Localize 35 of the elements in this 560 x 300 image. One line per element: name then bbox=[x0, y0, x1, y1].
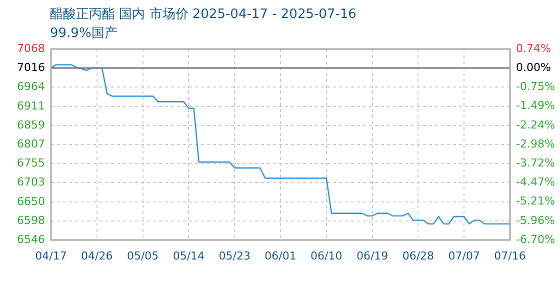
x-tick-label: 06/28 bbox=[402, 249, 434, 262]
x-tick-label: 06/19 bbox=[356, 249, 388, 262]
y-tick-label: 6859 bbox=[17, 118, 45, 132]
y-tick-label: 6703 bbox=[17, 175, 45, 188]
x-tick-label: 05/05 bbox=[126, 249, 159, 262]
y-tick-label: 7068 bbox=[17, 42, 45, 55]
y2-tick-label: -1.49% bbox=[516, 99, 555, 112]
y-tick-label: 6755 bbox=[17, 156, 45, 170]
y2-tick-label: -5.96% bbox=[516, 214, 555, 227]
y-tick-label: 7016 bbox=[17, 60, 45, 74]
x-tick-label: 07/07 bbox=[448, 249, 480, 262]
x-tick-label: 06/01 bbox=[264, 249, 296, 262]
y-tick-label: 6650 bbox=[17, 194, 45, 208]
y-tick-label: 6807 bbox=[17, 137, 45, 150]
y-tick-label: 6964 bbox=[17, 80, 45, 93]
y2-tick-label: -4.47% bbox=[516, 176, 555, 189]
y2-tick-label: -6.70% bbox=[516, 232, 555, 246]
y2-tick-label: -3.72% bbox=[516, 156, 555, 170]
y-tick-label: 6911 bbox=[17, 99, 45, 112]
x-tick-label: 04/26 bbox=[81, 249, 113, 262]
x-tick-label: 05/23 bbox=[218, 249, 250, 262]
y2-tick-label: 0.00% bbox=[516, 60, 551, 74]
y2-tick-label: -0.75% bbox=[516, 80, 555, 94]
x-tick-label: 07/16 bbox=[494, 249, 526, 262]
y2-tick-label: -5.21% bbox=[516, 194, 555, 208]
y-tick-label: 6598 bbox=[17, 214, 45, 227]
y-tick-label: 6546 bbox=[17, 232, 45, 246]
y2-tick-label: 0.74% bbox=[516, 42, 551, 55]
chart-subtitle: 99.9%国产 bbox=[50, 25, 118, 42]
y2-tick-label: -2.24% bbox=[516, 118, 555, 132]
x-tick-label: 04/17 bbox=[35, 249, 67, 262]
chart-title: 醋酸正丙酯 国内 市场价 2025-04-17 - 2025-07-16 bbox=[50, 6, 356, 23]
x-tick-label: 06/10 bbox=[310, 249, 342, 262]
x-tick-label: 05/14 bbox=[172, 249, 205, 262]
y2-tick-label: -2.98% bbox=[516, 137, 555, 150]
